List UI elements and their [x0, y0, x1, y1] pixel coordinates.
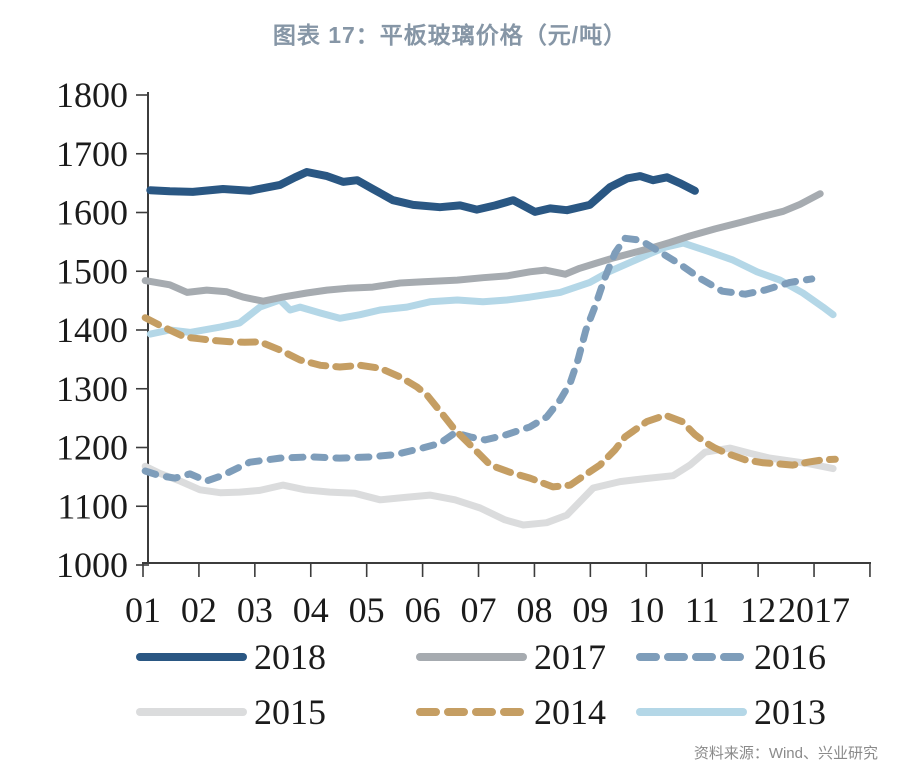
x-axis-label: 02: [181, 590, 217, 630]
y-axis-label: 1700: [56, 134, 128, 174]
y-axis-label: 1100: [57, 486, 128, 526]
x-axis-label: 04: [293, 590, 329, 630]
legend-item-2016: 2016: [636, 637, 826, 677]
x-axis-label: 07: [461, 590, 497, 630]
y-axis-label: 1300: [56, 369, 128, 409]
legend-item-2013: 2013: [636, 692, 826, 732]
x-axis-label: 01: [125, 590, 161, 630]
legend-label-2013: 2013: [754, 692, 826, 732]
series-line-2013: [146, 239, 837, 338]
y-axis-label: 1600: [56, 193, 128, 233]
x-axis-label: 11: [685, 590, 720, 630]
legend-item-2015: 2015: [136, 692, 326, 732]
x-axis-label: 03: [237, 590, 273, 630]
legend-item-2017: 2017: [416, 637, 606, 677]
legend-label-2017: 2017: [534, 637, 606, 677]
chart-title: 图表 17：平板玻璃价格（元/吨）: [272, 22, 628, 48]
series-line-2018: [146, 168, 699, 216]
x-axis-label: 06: [405, 590, 441, 630]
series-line-2016: [141, 234, 816, 485]
legend-label-2018: 2018: [254, 637, 326, 677]
legend-label-2014: 2014: [534, 692, 606, 732]
x-axis-label: 12: [740, 590, 776, 630]
x-axis-label: 09: [572, 590, 608, 630]
y-axis-label: 1800: [56, 75, 128, 115]
legend-item-2014: 2014: [416, 692, 606, 732]
x-axis-label: 08: [516, 590, 552, 630]
legend-item-2018: 2018: [136, 637, 326, 677]
x-axis-label: 05: [349, 590, 385, 630]
legend-label-2016: 2016: [754, 637, 826, 677]
series-line-2017: [141, 190, 824, 305]
series-line-2015: [141, 444, 837, 529]
y-axis-label: 1000: [56, 545, 128, 585]
source-note: 资料来源：Wind、兴业研究: [693, 745, 878, 762]
y-axis-label: 1400: [56, 310, 128, 350]
legend-label-2015: 2015: [254, 692, 326, 732]
y-axis-label: 1500: [56, 251, 128, 291]
series-line-2014: [141, 314, 839, 491]
x-axis-label: 10: [628, 590, 664, 630]
x-axis-label: 2017: [778, 590, 850, 630]
y-axis-label: 1200: [56, 428, 128, 468]
